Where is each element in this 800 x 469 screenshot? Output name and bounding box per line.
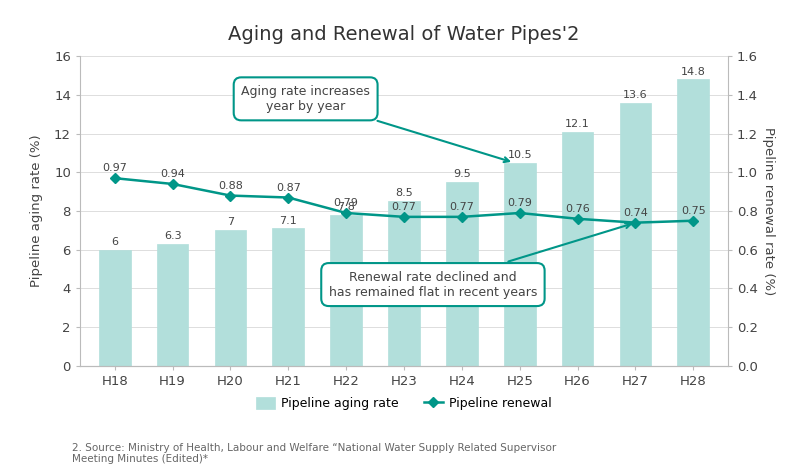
Text: 10.5: 10.5 (507, 150, 532, 160)
Bar (446, 182, 478, 366)
Bar (157, 244, 189, 366)
Text: 0.79: 0.79 (507, 198, 532, 208)
Text: 0.77: 0.77 (450, 202, 474, 212)
Text: 0.75: 0.75 (681, 206, 706, 216)
Text: 12.1: 12.1 (565, 119, 590, 129)
Text: 6: 6 (111, 237, 118, 247)
Text: 0.88: 0.88 (218, 181, 243, 191)
Text: 0.94: 0.94 (160, 169, 185, 179)
Text: 0.87: 0.87 (276, 182, 301, 193)
Text: Renewal rate declined and
has remained flat in recent years: Renewal rate declined and has remained f… (329, 223, 630, 299)
Bar (388, 201, 420, 366)
Bar (504, 163, 536, 366)
Text: 0.74: 0.74 (623, 208, 648, 218)
Text: 7.1: 7.1 (279, 216, 297, 226)
Bar (619, 103, 651, 366)
Bar (214, 230, 246, 366)
Text: 0.79: 0.79 (334, 198, 358, 208)
Bar (99, 250, 130, 366)
Text: 7: 7 (227, 218, 234, 227)
Text: 0.97: 0.97 (102, 163, 127, 174)
Y-axis label: Pipeline aging rate (%): Pipeline aging rate (%) (30, 135, 43, 287)
Title: Aging and Renewal of Water Pipes'2: Aging and Renewal of Water Pipes'2 (228, 24, 580, 44)
Text: 6.3: 6.3 (164, 231, 182, 241)
Text: 8.5: 8.5 (395, 189, 413, 198)
Text: 0.76: 0.76 (565, 204, 590, 214)
Bar (678, 80, 709, 366)
Bar (330, 215, 362, 366)
Text: 9.5: 9.5 (453, 169, 470, 179)
Text: Aging rate increases
year by year: Aging rate increases year by year (242, 85, 509, 162)
Bar (272, 228, 304, 366)
Y-axis label: Pipeline renewal rate (%): Pipeline renewal rate (%) (762, 127, 775, 295)
Legend: Pipeline aging rate, Pipeline renewal: Pipeline aging rate, Pipeline renewal (251, 392, 557, 415)
Text: 7.8: 7.8 (338, 202, 355, 212)
Text: 14.8: 14.8 (681, 67, 706, 76)
Text: 2. Source: Ministry of Health, Labour and Welfare “National Water Supply Related: 2. Source: Ministry of Health, Labour an… (72, 443, 556, 464)
Text: 13.6: 13.6 (623, 90, 648, 100)
Bar (562, 132, 594, 366)
Text: 0.77: 0.77 (391, 202, 417, 212)
